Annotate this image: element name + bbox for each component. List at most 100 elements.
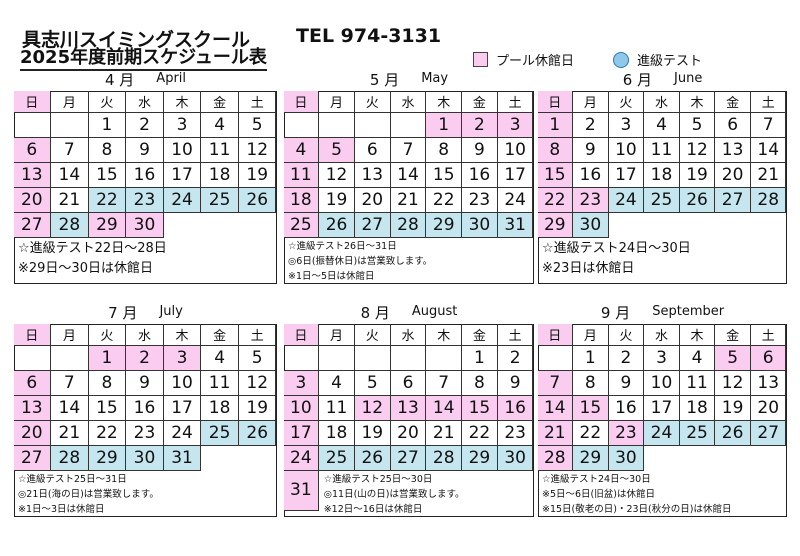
day-cell: 6 xyxy=(715,112,751,138)
weekday-header: 火 xyxy=(608,90,645,113)
day-cell: 12 xyxy=(715,370,751,396)
month-notes: ☆進級テスト25日～31日 ◎21日(海の日)は営業致します。 ※1日～3日は休館日 xyxy=(15,472,278,517)
day-cell xyxy=(390,345,427,371)
day-cell: 7 xyxy=(51,137,89,163)
day-cell: 30 xyxy=(608,445,645,471)
day-cell: 3 xyxy=(163,112,202,138)
day-cell: 2 xyxy=(126,345,164,371)
weekday-header: 月 xyxy=(319,90,355,113)
day-cell: 7 xyxy=(51,370,89,396)
day-cell: 4 xyxy=(283,137,320,163)
day-cell: 6 xyxy=(750,345,787,371)
day-cell: 14 xyxy=(51,162,89,188)
day-cell: 31 xyxy=(497,212,534,238)
day-cell: 25 xyxy=(283,212,320,238)
note-line: ☆進級テスト24日～30日 xyxy=(542,241,691,256)
day-cell xyxy=(354,112,391,138)
day-cell: 18 xyxy=(679,395,716,421)
day-cell: 19 xyxy=(715,395,751,421)
day-cell: 17 xyxy=(644,395,680,421)
weekday-header: 火 xyxy=(354,90,391,113)
day-cell: 22 xyxy=(88,187,127,213)
month-notes: ☆進級テスト22日～28日 ※29日～30日は休館日 xyxy=(15,239,278,279)
day-cell: 22 xyxy=(462,420,498,446)
weekday-header: 水 xyxy=(644,323,680,346)
weekday-header: 土 xyxy=(238,90,277,113)
day-cell: 1 xyxy=(537,112,574,138)
day-cell xyxy=(13,112,52,138)
month-jp: 8 月 xyxy=(360,304,390,322)
month-title: 6 月 June xyxy=(538,69,787,90)
day-cell: 4 xyxy=(201,112,239,138)
weekday-header: 金 xyxy=(715,323,751,346)
day-cell: 23 xyxy=(573,187,609,213)
legend-closed-label: プール休館日 xyxy=(496,54,575,69)
day-cell: 26 xyxy=(679,187,716,213)
weekday-header: 月 xyxy=(51,90,89,113)
day-cell: 27 xyxy=(715,187,751,213)
month-grid: 日月火水木金土 1 2 3 4 5 6 7 8 9 10 11 12 13 14 15 16 17 18 19 20 21… xyxy=(283,323,534,517)
weekday-header: 日 xyxy=(283,90,320,113)
note-line: ※15日(敬老の日)・23日(秋分の日)は休館日 xyxy=(542,504,732,515)
day-cell: 10 xyxy=(163,370,202,396)
day-cell: 31 xyxy=(163,445,202,471)
day-cell: 21 xyxy=(426,420,463,446)
day-cell: 2 xyxy=(497,345,534,371)
day-cell: 10 xyxy=(608,137,645,163)
weekday-header: 金 xyxy=(201,90,239,113)
day-cell: 30 xyxy=(497,445,534,471)
day-cell: 27 xyxy=(750,420,787,446)
day-cell: 19 xyxy=(354,420,391,446)
day-cell: 30 xyxy=(126,445,164,471)
day-cell: 6 xyxy=(13,370,52,396)
day-cell: 28 xyxy=(51,212,89,238)
day-cell: 17 xyxy=(608,162,645,188)
day-cell: 22 xyxy=(88,420,127,446)
day-cell: 23 xyxy=(608,420,645,446)
day-cell: 25 xyxy=(319,445,355,471)
day-cell: 31 xyxy=(283,470,320,511)
note-line: ◎6日(振替休日)は営業致します。 xyxy=(288,256,433,267)
day-cell: 25 xyxy=(679,420,716,446)
day-cell: 13 xyxy=(13,395,52,421)
day-cell: 9 xyxy=(126,137,164,163)
day-cell: 2 xyxy=(573,112,609,138)
weekday-header: 水 xyxy=(644,90,680,113)
weekday-header: 火 xyxy=(354,323,391,346)
month-grid: 日月火水木金土 1 2 3 4 5 6 7 8 9 10 11 12 13 14 15 16 17 18 19 20 21… xyxy=(13,323,278,517)
weekday-header: 土 xyxy=(497,90,534,113)
day-cell: 15 xyxy=(88,162,127,188)
day-cell: 13 xyxy=(715,137,751,163)
note-line: ☆進級テスト26日～31日 xyxy=(288,241,397,252)
day-cell: 2 xyxy=(608,345,645,371)
month-en: July xyxy=(159,304,183,319)
day-cell xyxy=(390,112,427,138)
day-cell: 30 xyxy=(126,212,164,238)
month-en: August xyxy=(411,304,458,319)
day-cell: 14 xyxy=(51,395,89,421)
day-cell: 28 xyxy=(537,445,574,471)
day-cell: 5 xyxy=(715,345,751,371)
day-cell: 27 xyxy=(13,212,52,238)
day-cell: 28 xyxy=(390,212,427,238)
day-cell: 10 xyxy=(163,137,202,163)
day-cell: 22 xyxy=(537,187,574,213)
weekday-header: 月 xyxy=(573,323,609,346)
day-cell: 5 xyxy=(679,112,716,138)
day-cell xyxy=(319,112,355,138)
note-line: ☆進級テスト22日～28日 xyxy=(18,241,167,256)
day-cell: 12 xyxy=(319,162,355,188)
day-cell: 19 xyxy=(679,162,716,188)
day-cell: 3 xyxy=(644,345,680,371)
day-cell: 8 xyxy=(426,137,463,163)
weekday-header: 木 xyxy=(163,323,202,346)
day-cell: 6 xyxy=(390,370,427,396)
day-cell: 9 xyxy=(608,370,645,396)
day-cell: 21 xyxy=(750,162,787,188)
day-cell: 6 xyxy=(354,137,391,163)
day-cell: 12 xyxy=(238,370,277,396)
day-cell xyxy=(283,112,320,138)
month-jp: 7 月 xyxy=(108,304,138,322)
day-cell: 19 xyxy=(319,187,355,213)
note-line: ※29日～30日は休館日 xyxy=(18,261,153,276)
